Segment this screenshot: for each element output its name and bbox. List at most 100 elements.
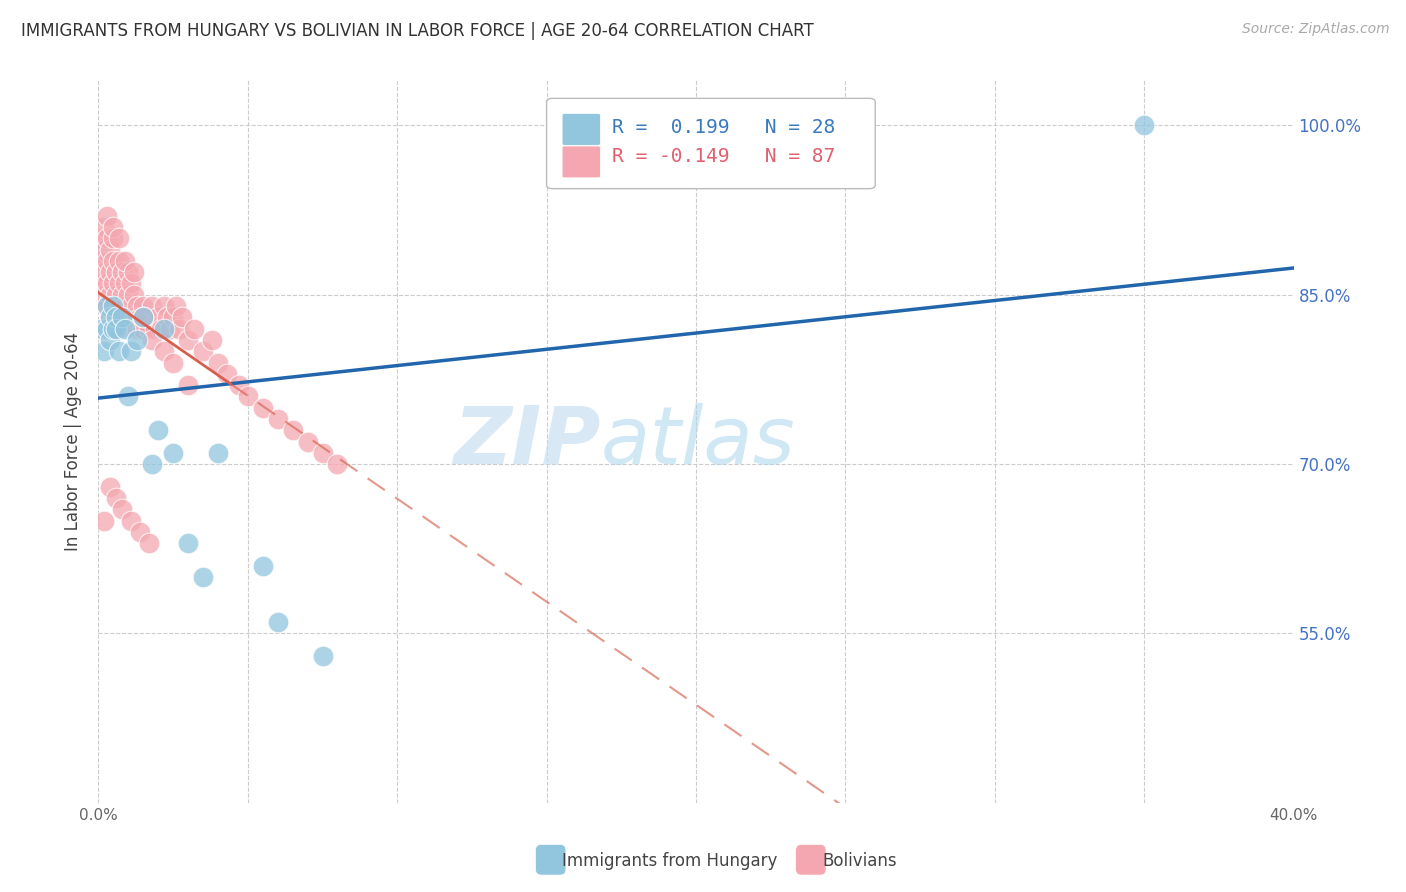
Point: [93, 514, 115, 528]
Point: [120, 299, 142, 313]
Point: [162, 446, 184, 460]
Point: [98, 287, 122, 301]
Point: [96, 277, 118, 291]
Point: [114, 253, 136, 268]
Point: [103, 220, 125, 235]
FancyBboxPatch shape: [547, 98, 876, 189]
Text: ZIP: ZIP: [453, 402, 600, 481]
Text: Bolivians: Bolivians: [823, 852, 897, 870]
Point: [129, 310, 152, 325]
Point: [1133, 119, 1156, 133]
FancyBboxPatch shape: [562, 146, 600, 178]
Point: [177, 536, 200, 550]
Point: [153, 321, 176, 335]
Point: [96, 299, 118, 313]
Point: [120, 344, 142, 359]
FancyBboxPatch shape: [562, 113, 600, 145]
Y-axis label: In Labor Force | Age 20-64: In Labor Force | Age 20-64: [65, 332, 83, 551]
Point: [105, 265, 128, 279]
Point: [177, 378, 200, 392]
Point: [141, 333, 163, 347]
Point: [138, 536, 160, 550]
Point: [207, 446, 229, 460]
Point: [141, 299, 163, 313]
Point: [98, 480, 122, 494]
Point: [111, 265, 134, 279]
Point: [191, 344, 214, 359]
Point: [96, 209, 118, 223]
Point: [108, 321, 131, 335]
Point: [162, 355, 184, 369]
Point: [162, 310, 184, 325]
Text: R =  0.199   N = 28: R = 0.199 N = 28: [613, 118, 835, 136]
Point: [135, 310, 157, 325]
Point: [108, 344, 131, 359]
Point: [167, 321, 190, 335]
Point: [177, 333, 200, 347]
Point: [93, 344, 115, 359]
Point: [117, 287, 139, 301]
Point: [127, 299, 149, 313]
Point: [103, 299, 125, 313]
Point: [93, 243, 115, 257]
Point: [90, 231, 112, 245]
Point: [267, 412, 290, 426]
Point: [103, 253, 125, 268]
Point: [111, 310, 134, 325]
Text: IMMIGRANTS FROM HUNGARY VS BOLIVIAN IN LABOR FORCE | AGE 20-64 CORRELATION CHART: IMMIGRANTS FROM HUNGARY VS BOLIVIAN IN L…: [21, 22, 814, 40]
Point: [105, 287, 128, 301]
Point: [96, 299, 118, 313]
Point: [132, 310, 155, 325]
Point: [120, 277, 142, 291]
Point: [103, 299, 125, 313]
Point: [103, 277, 125, 291]
Point: [252, 558, 274, 573]
Point: [127, 321, 149, 335]
Text: R = -0.149   N = 87: R = -0.149 N = 87: [613, 147, 835, 167]
Point: [90, 253, 112, 268]
Point: [132, 310, 155, 325]
Text: Immigrants from Hungary: Immigrants from Hungary: [562, 852, 778, 870]
Point: [127, 333, 149, 347]
Point: [281, 423, 304, 437]
Point: [114, 277, 136, 291]
Point: [105, 310, 128, 325]
Point: [98, 333, 122, 347]
Point: [172, 310, 194, 325]
Point: [201, 333, 224, 347]
Point: [267, 615, 290, 629]
Point: [326, 457, 349, 471]
Point: [108, 299, 131, 313]
Point: [103, 231, 125, 245]
Point: [207, 355, 229, 369]
Point: [111, 287, 134, 301]
Point: [108, 231, 131, 245]
Point: [98, 243, 122, 257]
Point: [297, 434, 319, 449]
Point: [117, 310, 139, 325]
Point: [183, 321, 205, 335]
Point: [191, 570, 214, 584]
Point: [93, 265, 115, 279]
Point: [96, 231, 118, 245]
Point: [105, 321, 128, 335]
Text: Source: ZipAtlas.com: Source: ZipAtlas.com: [1241, 22, 1389, 37]
Point: [98, 310, 122, 325]
Point: [236, 389, 259, 403]
Point: [143, 321, 166, 335]
Point: [148, 423, 170, 437]
Point: [105, 310, 128, 325]
Point: [124, 287, 146, 301]
Point: [132, 321, 155, 335]
Point: [228, 378, 250, 392]
Point: [117, 265, 139, 279]
Point: [105, 491, 128, 505]
Point: [93, 220, 115, 235]
Point: [150, 321, 173, 335]
Point: [96, 321, 118, 335]
Point: [148, 310, 170, 325]
Point: [132, 299, 155, 313]
Point: [120, 514, 142, 528]
Point: [124, 310, 146, 325]
Point: [108, 253, 131, 268]
